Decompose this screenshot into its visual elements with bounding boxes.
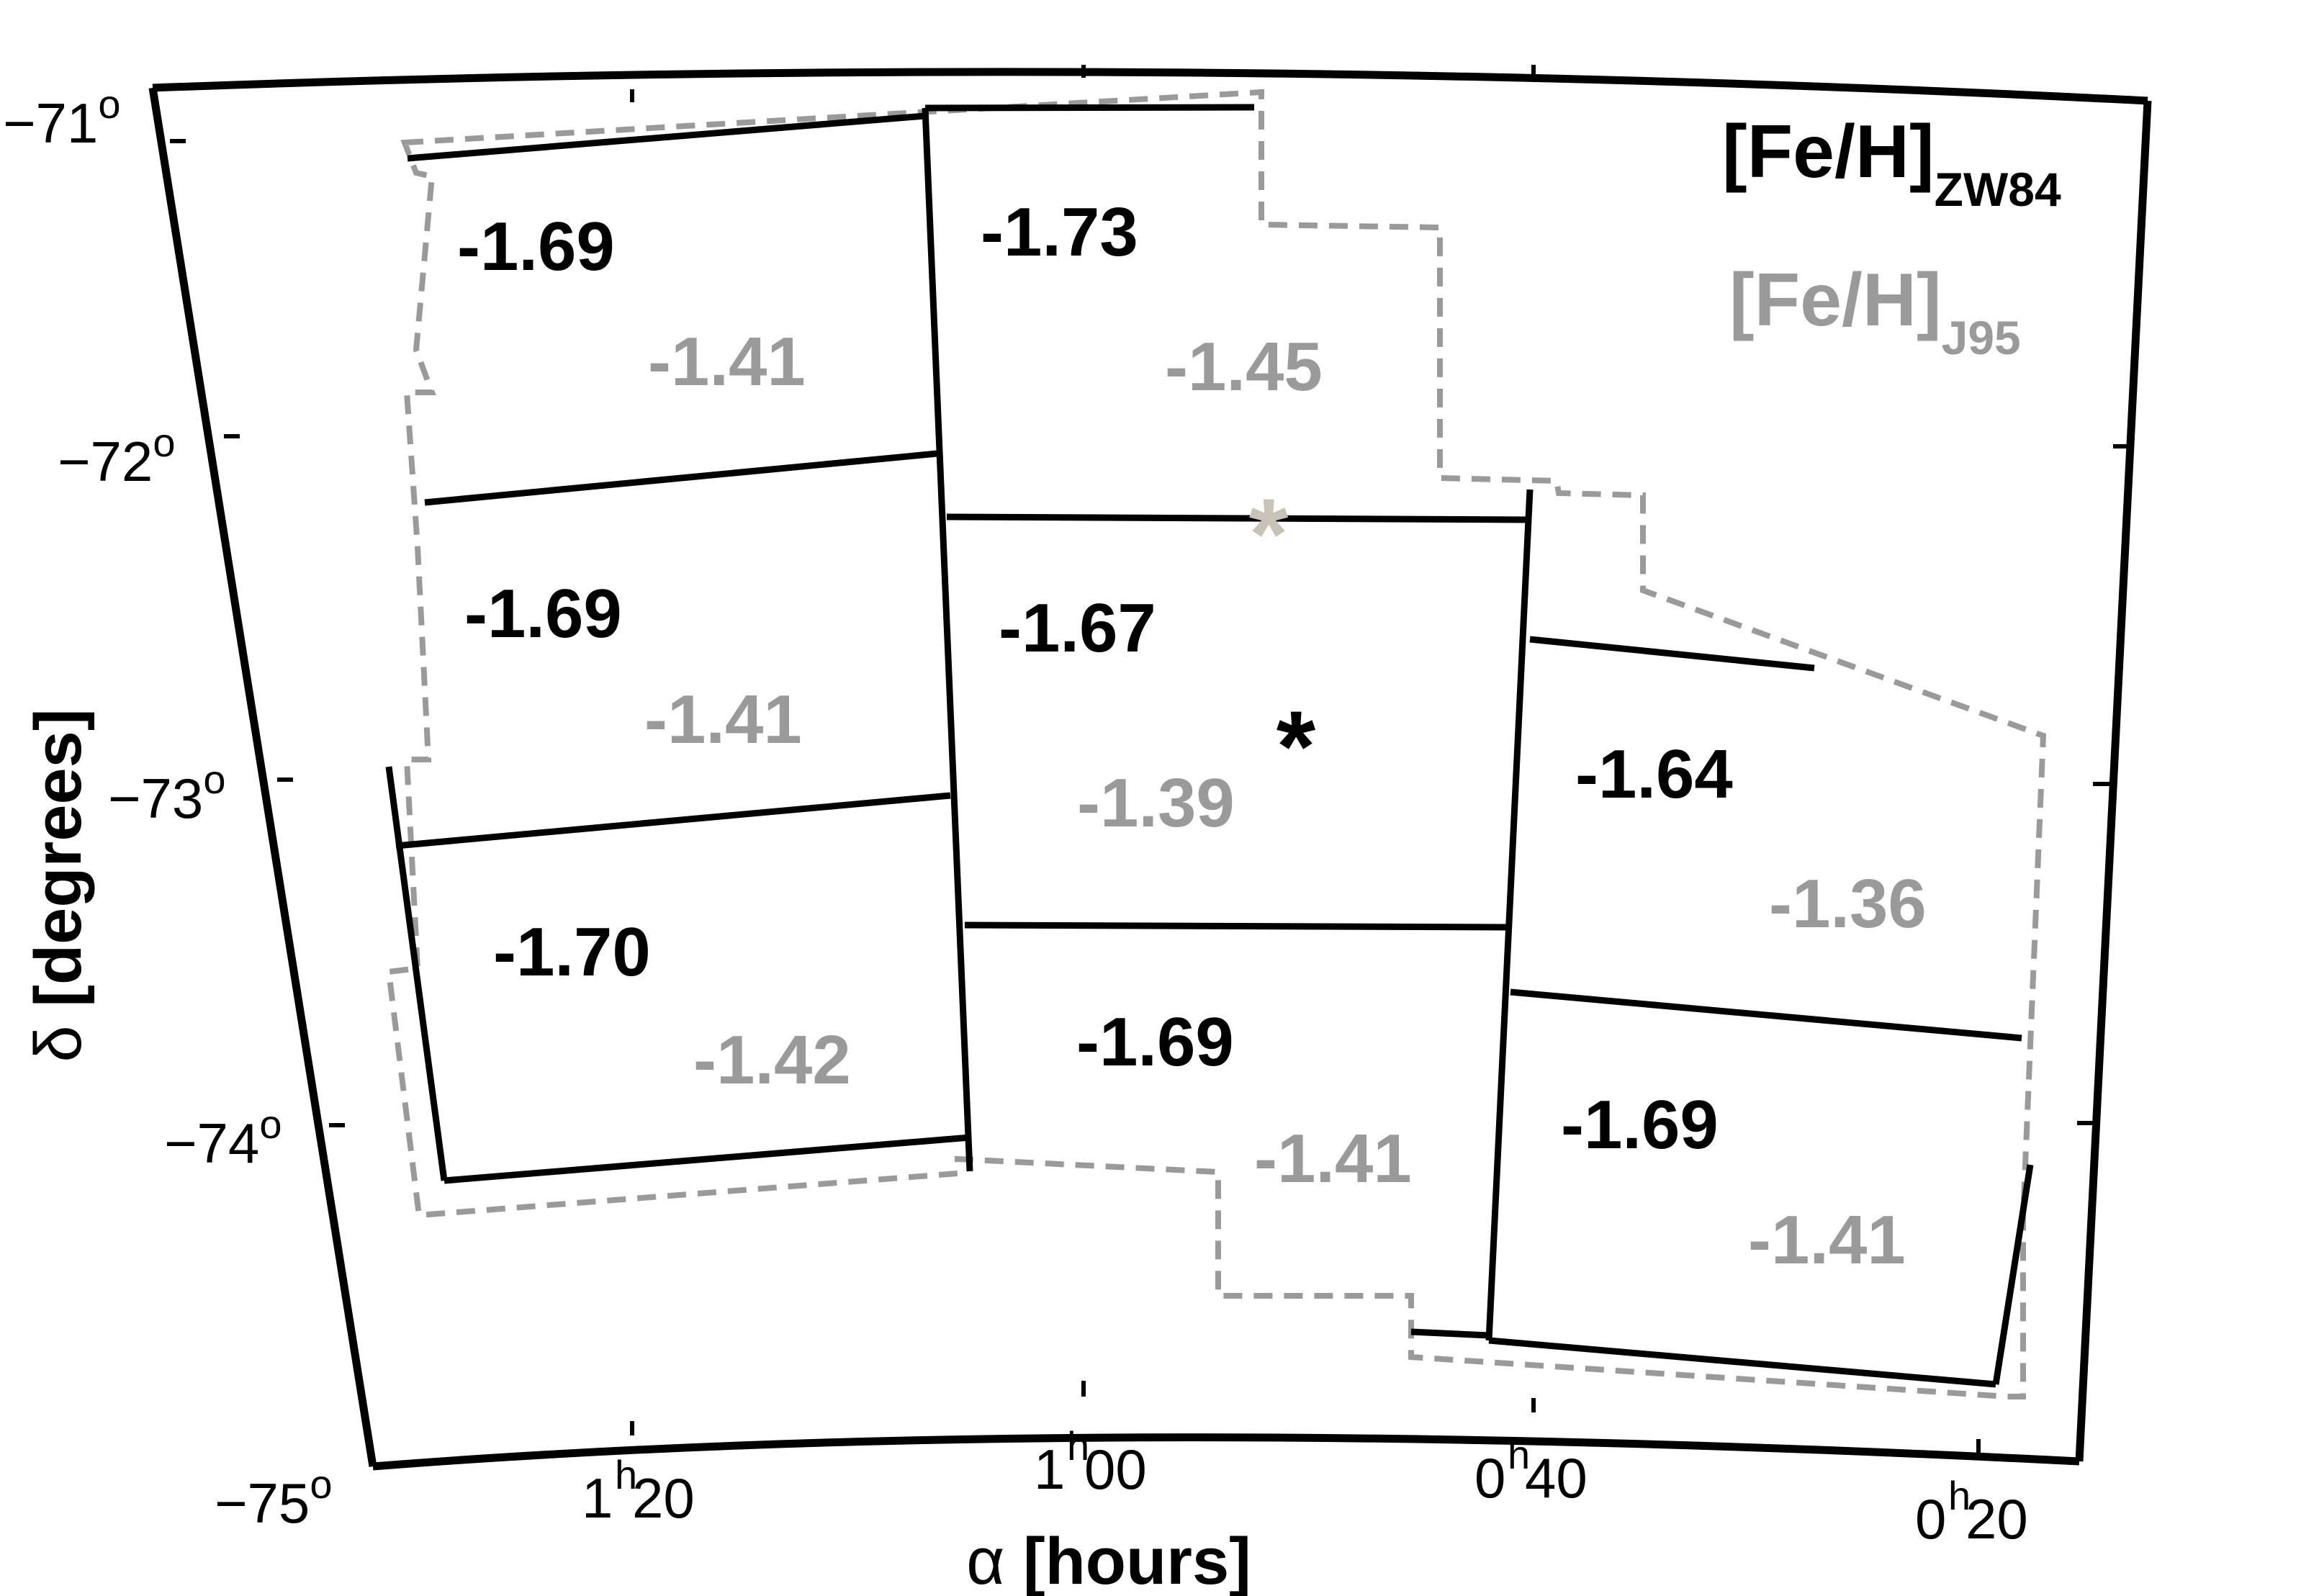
field-6-j95-value: -1.41 [1254, 1120, 1412, 1197]
x-tick-minutes: 20 [632, 1466, 695, 1530]
y-axis-label: δ [degrees] [22, 709, 95, 1063]
y-tick-label: −75o [215, 1461, 332, 1535]
svg-text:h: h [1948, 1473, 1971, 1518]
field-2-zw84-value: -1.69 [464, 575, 622, 652]
y-tick-labels: −71o −72o −73o −74o −75o [3, 81, 332, 1535]
field-7-zw84-value: -1.64 [1575, 736, 1733, 813]
svg-text:h: h [1508, 1432, 1530, 1477]
svg-text:h: h [615, 1452, 637, 1497]
field-8-j95-value: -1.41 [1748, 1201, 1906, 1279]
field-3-j95-value: -1.42 [693, 1022, 851, 1099]
field-5-zw84-value: -1.67 [999, 590, 1156, 667]
x-tick-labels: 120 1 0 0 h 20 h 00 h 40 h 20 [582, 1423, 2028, 1551]
zw84-field-boundaries [385, 104, 2034, 1388]
frame-right-edge [2075, 100, 2152, 1462]
field-4-zw84-value: -1.73 [981, 194, 1138, 271]
svg-text:h: h [1067, 1423, 1089, 1469]
field-1-zw84-value: -1.69 [457, 208, 615, 285]
map-frame [148, 68, 2152, 1471]
x-tick-minutes: 40 [1525, 1446, 1588, 1510]
legend: [Fe/H]ZW84 [Fe/H]J95 [1722, 110, 2061, 364]
field-7-j95-value: -1.36 [1769, 865, 1927, 942]
j95-field-outline [385, 89, 2047, 1399]
x-tick-label: 120 [582, 1466, 613, 1530]
markers: * * [1249, 477, 1316, 803]
x-tick-label: 0 [1474, 1446, 1505, 1510]
asterisk-marker-light: * [1249, 477, 1289, 590]
y-tick-label: −71o [3, 81, 120, 155]
x-tick-minutes: 20 [1965, 1487, 2028, 1551]
frame-left-edge [148, 87, 377, 1467]
field-1-j95-value: -1.41 [648, 323, 806, 400]
y-tick-label: −72o [58, 420, 175, 493]
y-tick-label: −73o [108, 757, 225, 830]
x-tick-label: 0 [1915, 1487, 1946, 1551]
x-axis-label: α [hours] [966, 1525, 1251, 1596]
frame-bottom-edge [372, 1433, 2080, 1471]
x-tick-minutes: 00 [1084, 1438, 1147, 1501]
field-6-zw84-value: -1.69 [1076, 1004, 1234, 1081]
field-3-zw84-value: -1.70 [493, 914, 651, 991]
asterisk-marker-dark: * [1276, 690, 1316, 803]
field-8-zw84-value: -1.69 [1561, 1086, 1719, 1163]
frame-top-edge [152, 68, 2148, 105]
field-2-j95-value: -1.41 [644, 681, 802, 758]
x-tick-label: 1 [1034, 1438, 1065, 1501]
y-tick-label: −74o [164, 1101, 282, 1175]
tick-marks [170, 65, 2130, 1453]
field-5-j95-value: -1.39 [1077, 765, 1235, 842]
legend-entry-j95: [Fe/H]J95 [1729, 258, 2021, 364]
field-values: -1.69 -1.41 -1.69 -1.41 -1.70 -1.42 -1.7… [457, 194, 1927, 1279]
legend-entry-zw84: [Fe/H]ZW84 [1722, 110, 2061, 216]
field-4-j95-value: -1.45 [1165, 328, 1323, 405]
